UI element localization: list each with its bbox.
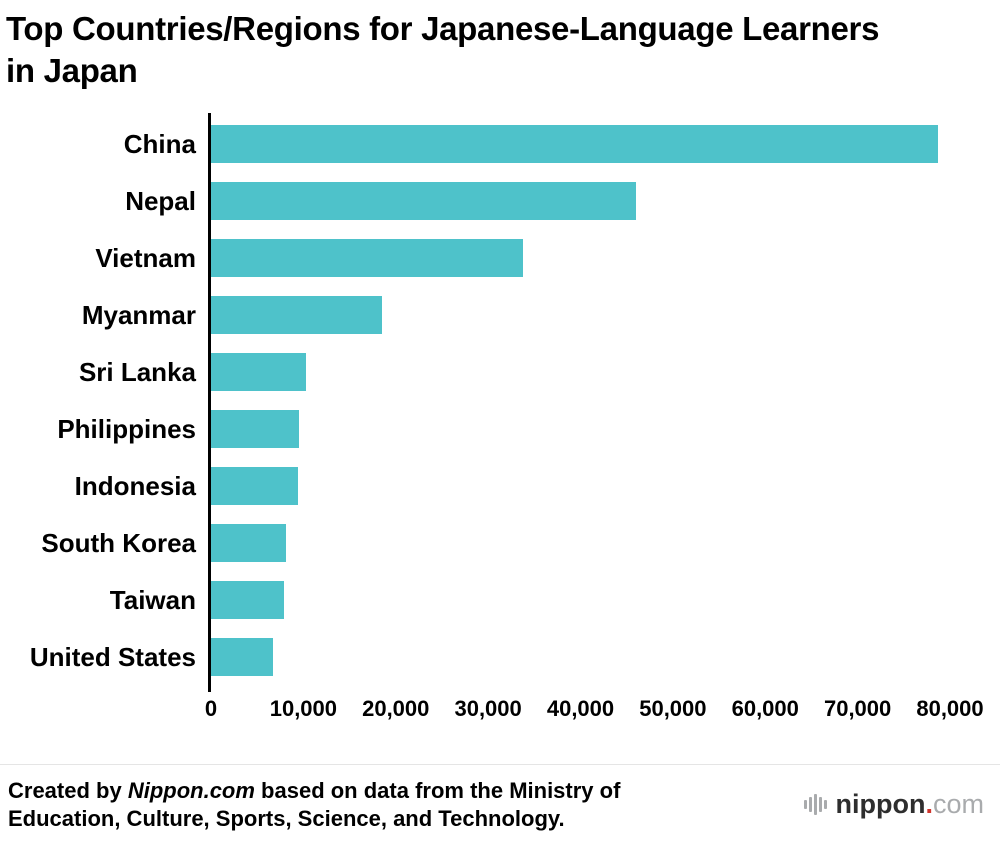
x-tick-label: 60,000: [731, 695, 799, 721]
bar: [211, 410, 299, 449]
bar-track: [211, 353, 950, 392]
bar-row: Vietnam: [0, 230, 1000, 287]
bar-track: [211, 581, 950, 620]
category-label: Sri Lanka: [78, 356, 196, 387]
bar-track: [211, 239, 950, 278]
bar-row: Myanmar: [0, 287, 1000, 344]
category-label: South Korea: [41, 527, 196, 558]
chart-title: Top Countries/Regions for Japanese-Langu…: [6, 10, 880, 89]
bar-row: South Korea: [0, 515, 1000, 572]
x-tick-label: 70,000: [823, 695, 892, 721]
bar: [211, 182, 636, 221]
bar: [211, 125, 938, 164]
bar-row: United States: [0, 629, 1000, 686]
bar-row: Sri Lanka: [0, 344, 1000, 401]
x-axis: 0 10,000 20,000 30,000 40,000 50,000 60,000 70,…: [205, 686, 984, 732]
footer: Created by Nippon.com based on data from…: [0, 763, 1000, 842]
bar-row: Philippines: [0, 401, 1000, 458]
bar-track: [211, 296, 950, 335]
category-label: China: [123, 128, 196, 159]
infographic: Top Countries/Regions for Japanese-Langu…: [0, 8, 1000, 842]
credit-text: Created by Nippon.com based on data from…: [8, 777, 668, 834]
category-label: Vietnam: [95, 242, 196, 273]
bar-row: Indonesia: [0, 458, 1000, 515]
credit-suffix: based on data from the Ministry of Educa…: [8, 777, 621, 832]
category-label: Indonesia: [74, 470, 196, 501]
bar-track: [211, 182, 950, 221]
logo-wordmark: nippon.com: [836, 791, 985, 818]
logo-tld: com: [932, 789, 984, 819]
bar-row: China: [0, 116, 1000, 173]
x-tick-label: 20,000: [362, 695, 430, 721]
bar: [211, 638, 273, 677]
category-label: Philippines: [57, 413, 196, 444]
credit-source: Nippon.com: [127, 777, 255, 803]
bar: [211, 467, 298, 506]
x-tick-label: 10,000: [269, 695, 338, 721]
logo-name: nippon: [835, 789, 926, 819]
bar-row: Nepal: [0, 173, 1000, 230]
bar-track: [211, 410, 950, 449]
category-label: Myanmar: [81, 299, 196, 330]
bar: [211, 524, 286, 563]
bar-track: [211, 467, 950, 506]
x-tick-label: 80,000: [916, 695, 984, 721]
bar: [211, 239, 524, 278]
bar-track: [211, 524, 950, 563]
bar-row: Taiwan: [0, 572, 1000, 629]
bar-rows: China Nepal Vietnam Myanmar Sri Lanka Philipp…: [0, 116, 1000, 686]
y-axis-line: [208, 112, 211, 692]
bar: [211, 296, 382, 335]
plot-area: China Nepal Vietnam Myanmar Sri Lanka Philipp…: [0, 112, 1000, 692]
x-tick-label: 50,000: [639, 695, 707, 721]
bar: [211, 581, 284, 620]
bar: [211, 353, 307, 392]
category-label: United States: [29, 641, 196, 672]
signal-bars-icon: [803, 794, 827, 815]
x-tick-label: 40,000: [546, 695, 615, 721]
bar-track: [211, 638, 950, 677]
category-label: Taiwan: [109, 584, 196, 615]
red-dot: .: [925, 789, 933, 819]
credit-prefix: Created by: [8, 777, 128, 803]
nippon-logo: nippon.com: [803, 791, 991, 834]
category-label: Nepal: [125, 185, 196, 216]
x-tick-label: 30,000: [454, 695, 522, 721]
x-tick-label: 0: [204, 695, 218, 721]
bar-track: [211, 125, 950, 164]
bar-chart: China Nepal Vietnam Myanmar Sri Lanka Philipp…: [0, 112, 1000, 732]
